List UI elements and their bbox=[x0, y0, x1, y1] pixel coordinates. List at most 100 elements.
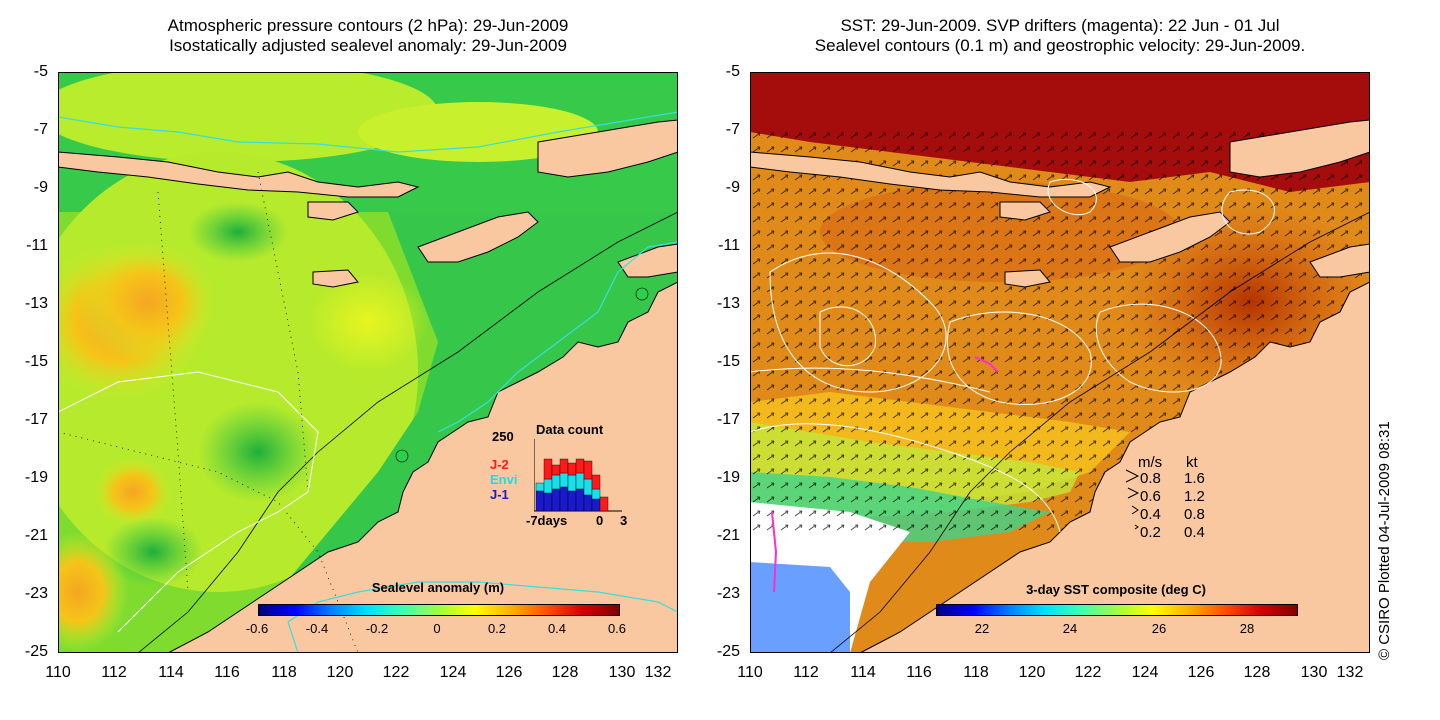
timor-land-sst bbox=[1109, 211, 1231, 263]
y-tick-label: -25 bbox=[24, 643, 48, 660]
velocity-legend-kt: 0.4 bbox=[1184, 524, 1205, 541]
left-map-title: Atmospheric pressure contours (2 hPa): 2… bbox=[58, 16, 678, 56]
timor-land bbox=[417, 211, 539, 263]
y-tick-label: -11 bbox=[718, 237, 740, 254]
y-tick-label: -13 bbox=[24, 295, 48, 312]
data-count-xlabel-end: 3 bbox=[620, 513, 628, 528]
velocity-legend-header-ms: m/s bbox=[1138, 454, 1163, 471]
x-tick-label: 132 bbox=[1336, 664, 1364, 681]
sealevel-colorbar-tick: 0.4 bbox=[547, 621, 567, 636]
y-tick-label: -5 bbox=[725, 63, 740, 80]
y-tick-label: -19 bbox=[716, 469, 740, 486]
java-land-sst bbox=[750, 151, 1112, 198]
histogram-bars bbox=[535, 458, 609, 512]
x-tick-label: 114 bbox=[158, 664, 184, 681]
sealevel-colorbar-tick: -0.2 bbox=[365, 621, 389, 636]
right-title-line1: SST: 29-Jun-2009. SVP drifters (magenta)… bbox=[840, 16, 1280, 35]
x-tick-label: 110 bbox=[45, 664, 71, 681]
velocity-legend-arrows bbox=[1125, 469, 1140, 530]
data-count-histogram bbox=[534, 439, 622, 512]
x-tick-label: 132 bbox=[644, 664, 672, 681]
australia-land-sst bbox=[859, 281, 1370, 653]
eastern-islands-land bbox=[537, 119, 678, 178]
data-count-legend-j1: J-1 bbox=[490, 487, 509, 502]
sumba-land bbox=[307, 201, 359, 221]
x-tick-label: 122 bbox=[1074, 664, 1102, 681]
x-tick-label: 116 bbox=[214, 664, 240, 681]
x-tick-label: 130 bbox=[1300, 664, 1328, 681]
y-tick-label: -21 bbox=[716, 527, 740, 544]
velocity-legend-ms: 0.6 bbox=[1140, 488, 1161, 505]
y-tick-label: -9 bbox=[725, 179, 740, 196]
y-tick-label: -9 bbox=[33, 179, 48, 196]
y-tick-label: -23 bbox=[716, 585, 740, 602]
y-tick-label: -23 bbox=[24, 585, 48, 602]
velocity-legend-header-kt: kt bbox=[1186, 454, 1198, 471]
y-tick-label: -7 bbox=[33, 121, 48, 138]
data-count-legend-envi: Envi bbox=[490, 472, 518, 487]
y-tick-label: -25 bbox=[716, 643, 740, 660]
sst-colorbar bbox=[936, 604, 1298, 616]
australia-land bbox=[167, 281, 678, 653]
sst-colorbar-tick: 24 bbox=[1062, 621, 1078, 636]
y-tick-label: -13 bbox=[716, 295, 740, 312]
sealevel-colorbar-tick: -0.4 bbox=[305, 621, 329, 636]
right-map-title: SST: 29-Jun-2009. SVP drifters (magenta)… bbox=[750, 16, 1370, 56]
sst-map: m/s kt 0.8 1.6 0.6 1.2 0.4 0.8 0.2 0.4 3… bbox=[750, 72, 1370, 653]
left-map-frame bbox=[58, 72, 678, 653]
x-tick-label: 126 bbox=[495, 664, 523, 681]
x-tick-label: 128 bbox=[551, 664, 579, 681]
java-nusa-tenggara-land bbox=[58, 151, 420, 198]
y-tick-label: -17 bbox=[24, 411, 48, 428]
x-tick-label: 112 bbox=[101, 664, 127, 681]
sealevel-colorbar-tick: 0.2 bbox=[487, 621, 507, 636]
y-tick-label: -11 bbox=[26, 237, 48, 254]
right-map-frame bbox=[750, 72, 1370, 653]
sst-colorbar-tick: 22 bbox=[974, 621, 990, 636]
x-tick-label: 128 bbox=[1243, 664, 1271, 681]
x-tick-label: 118 bbox=[963, 664, 989, 681]
sealevel-colorbar bbox=[258, 604, 620, 616]
x-tick-label: 124 bbox=[439, 664, 467, 681]
x-tick-label: 126 bbox=[1187, 664, 1215, 681]
y-tick-label: -7 bbox=[725, 121, 740, 138]
y-tick-label: -15 bbox=[24, 353, 48, 370]
y-tick-label: -21 bbox=[24, 527, 48, 544]
sealevel-colorbar-tick: 0.6 bbox=[607, 621, 627, 636]
sealevel-map-svg bbox=[58, 72, 678, 653]
velocity-legend-kt: 1.6 bbox=[1184, 470, 1205, 487]
y-tick-label: -15 bbox=[716, 353, 740, 370]
velocity-legend-ms: 0.4 bbox=[1140, 506, 1161, 523]
left-title-line2: Isostatically adjusted sealevel anomaly:… bbox=[169, 36, 567, 55]
velocity-legend-kt: 0.8 bbox=[1184, 506, 1205, 523]
data-count-legend-j2: J-2 bbox=[490, 457, 509, 472]
data-count-inset: 250 Data count J-2 Envi J-1 bbox=[478, 417, 658, 537]
copyright-label: © CSIRO Plotted 04-Jul-2009 08:31 bbox=[1376, 421, 1393, 660]
data-count-xlabel-zero: 0 bbox=[596, 513, 604, 528]
data-count-ymax: 250 bbox=[492, 429, 514, 444]
savu-land bbox=[312, 269, 359, 288]
sealevel-anomaly-map: 250 Data count J-2 Envi J-1 bbox=[58, 72, 678, 653]
y-tick-label: -19 bbox=[24, 469, 48, 486]
velocity-legend-ms: 0.2 bbox=[1140, 524, 1161, 541]
y-tick-label: -17 bbox=[716, 411, 740, 428]
velocity-legend: m/s kt 0.8 1.6 0.6 1.2 0.4 0.8 0.2 0.4 bbox=[1120, 450, 1240, 550]
sst-colorbar-tick: 28 bbox=[1239, 621, 1255, 636]
velocity-legend-kt: 1.2 bbox=[1184, 488, 1205, 505]
x-tick-label: 120 bbox=[326, 664, 354, 681]
x-tick-label: 116 bbox=[906, 664, 932, 681]
left-title-line1: Atmospheric pressure contours (2 hPa): 2… bbox=[167, 16, 569, 35]
sst-colorbar-label: 3-day SST composite (deg C) bbox=[1026, 582, 1206, 597]
x-tick-label: 122 bbox=[382, 664, 410, 681]
right-title-line2: Sealevel contours (0.1 m) and geostrophi… bbox=[814, 36, 1306, 55]
sealevel-colorbar-label: Sealevel anomaly (m) bbox=[371, 580, 505, 595]
x-tick-label: 110 bbox=[737, 664, 763, 681]
x-tick-label: 124 bbox=[1131, 664, 1159, 681]
x-tick-label: 118 bbox=[271, 664, 297, 681]
y-tick-label: -5 bbox=[33, 63, 48, 80]
velocity-legend-ms: 0.8 bbox=[1140, 470, 1161, 487]
x-tick-label: 112 bbox=[793, 664, 819, 681]
x-tick-label: 130 bbox=[608, 664, 636, 681]
data-count-xlabel-start: -7days bbox=[526, 513, 568, 528]
sst-colorbar-tick: 26 bbox=[1151, 621, 1167, 636]
